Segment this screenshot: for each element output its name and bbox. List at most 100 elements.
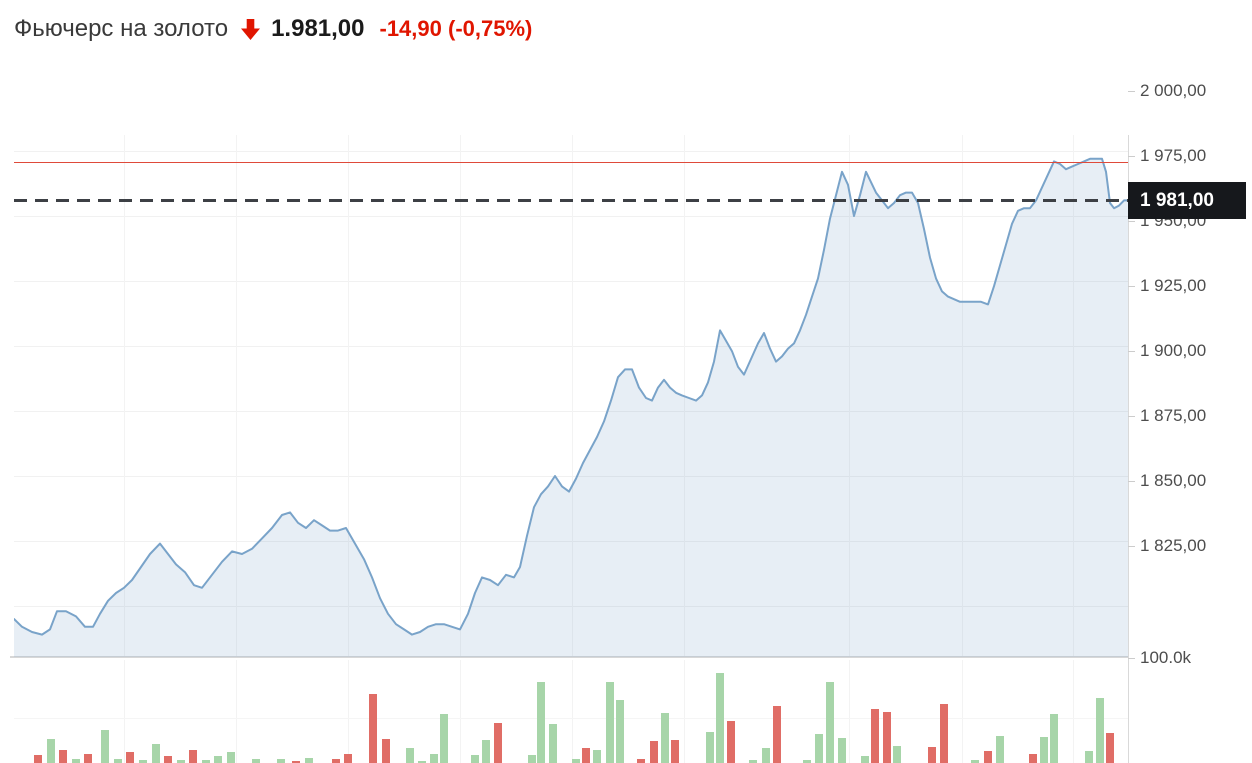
volume-bar-up bbox=[706, 732, 714, 763]
volume-bar-up bbox=[1085, 751, 1093, 763]
v-gridline bbox=[348, 135, 349, 657]
last-price-value: 1.981,00 bbox=[271, 15, 365, 42]
volume-bar-up bbox=[482, 740, 490, 763]
volume-bar-up bbox=[47, 739, 55, 763]
volume-bar-down bbox=[984, 751, 992, 763]
volume-bar-up bbox=[893, 746, 901, 763]
h-gridline bbox=[14, 541, 1128, 542]
h-gridline bbox=[14, 151, 1128, 152]
volume-bar-down bbox=[650, 741, 658, 763]
v-gridline bbox=[124, 660, 125, 763]
volume-bar-up bbox=[227, 752, 235, 763]
prev-close-line bbox=[14, 162, 1128, 163]
volume-bar-up bbox=[202, 760, 210, 763]
volume-bar-down bbox=[940, 704, 948, 763]
volume-bar-up bbox=[661, 713, 669, 763]
v-gridline bbox=[962, 660, 963, 763]
volume-bar-up bbox=[838, 738, 846, 763]
h-gridline bbox=[14, 476, 1128, 477]
h-gridline bbox=[14, 346, 1128, 347]
price-down-arrow-icon bbox=[241, 18, 261, 41]
volume-bar-up bbox=[114, 759, 122, 763]
volume-bar-up bbox=[803, 760, 811, 763]
volume-bar-down bbox=[494, 723, 502, 763]
volume-bar-up bbox=[861, 756, 869, 763]
volume-bar-down bbox=[59, 750, 67, 763]
volume-bar-up bbox=[1050, 714, 1058, 763]
last-price-badge: 1 981,00 bbox=[1128, 182, 1246, 219]
volume-axis-label: 100.0k bbox=[1140, 648, 1192, 667]
volume-bar-down bbox=[344, 754, 352, 763]
volume-bar-up bbox=[1096, 698, 1104, 763]
price-area-series bbox=[14, 157, 1128, 657]
volume-bar-up bbox=[971, 760, 979, 763]
volume-bar-down bbox=[773, 706, 781, 763]
price-panel bbox=[14, 135, 1128, 657]
volume-bar-down bbox=[126, 752, 134, 763]
price-axis-tick bbox=[1128, 156, 1135, 157]
volume-bar-up bbox=[177, 760, 185, 763]
volume-bar-up bbox=[418, 761, 426, 763]
volume-bar-down bbox=[1106, 733, 1114, 763]
price-line bbox=[14, 157, 1128, 636]
volume-bar-up bbox=[277, 759, 285, 763]
price-axis-tick bbox=[1128, 546, 1135, 547]
price-axis-label: 1 825,00 bbox=[1140, 536, 1207, 555]
volume-bar-down bbox=[332, 759, 340, 763]
volume-bar-up bbox=[101, 730, 109, 763]
price-axis-tick bbox=[1128, 286, 1135, 287]
volume-bar-down bbox=[34, 755, 42, 763]
panel-divider bbox=[10, 656, 1128, 658]
volume-bar-down bbox=[928, 747, 936, 763]
volume-bar-up bbox=[815, 734, 823, 763]
volume-bar-down bbox=[883, 712, 891, 763]
h-gridline bbox=[14, 606, 1128, 607]
volume-bar-down bbox=[369, 694, 377, 763]
volume-bar-down bbox=[637, 759, 645, 763]
volume-bar-down bbox=[164, 756, 172, 763]
volume-bar-down bbox=[189, 750, 197, 763]
volume-bar-up bbox=[537, 682, 545, 763]
v-gridline bbox=[124, 135, 125, 657]
volume-bar-up bbox=[716, 673, 724, 763]
v-gridline bbox=[849, 135, 850, 657]
v-gridline bbox=[849, 660, 850, 763]
price-axis-tick bbox=[1128, 416, 1135, 417]
volume-bar-down bbox=[871, 709, 879, 763]
area-fill bbox=[14, 158, 1128, 657]
volume-bar-up bbox=[826, 682, 834, 763]
v-gridline bbox=[684, 660, 685, 763]
volume-gridline bbox=[14, 718, 1128, 719]
chart-header: Фьючерс на золото 1.981,00 -14,90 (-0,75… bbox=[14, 10, 532, 48]
volume-bar-down bbox=[382, 739, 390, 763]
price-axis-label: 1 850,00 bbox=[1140, 471, 1207, 490]
price-axis-tick bbox=[1128, 91, 1135, 92]
volume-bar-up bbox=[430, 754, 438, 763]
volume-bar-up bbox=[749, 760, 757, 763]
last-price-badge-text: 1 981,00 bbox=[1140, 189, 1214, 211]
volume-bar-down bbox=[292, 761, 300, 763]
v-gridline bbox=[1073, 135, 1074, 657]
v-gridline bbox=[572, 660, 573, 763]
price-axis-label: 1 900,00 bbox=[1140, 341, 1207, 360]
volume-bar-up bbox=[471, 755, 479, 763]
instrument-title: Фьючерс на золото bbox=[14, 15, 229, 42]
volume-bar-down bbox=[1029, 754, 1037, 763]
volume-bar-up bbox=[549, 724, 557, 763]
volume-bar-down bbox=[582, 748, 590, 763]
volume-bar-up bbox=[762, 748, 770, 763]
chart-canvas[interactable]: Investıng.com 2 000,001 975,001 950,001 … bbox=[0, 60, 1252, 763]
volume-bar-down bbox=[727, 721, 735, 763]
volume-bar-up bbox=[606, 682, 614, 763]
volume-bar-up bbox=[305, 758, 313, 763]
volume-bar-up bbox=[996, 736, 1004, 763]
volume-bar-up bbox=[72, 759, 80, 763]
v-gridline bbox=[572, 135, 573, 657]
price-axis-label: 1 925,00 bbox=[1140, 276, 1207, 295]
y-axis-line bbox=[1128, 135, 1129, 763]
last-price-dashed-line bbox=[14, 199, 1128, 202]
volume-bar-up bbox=[616, 700, 624, 763]
price-change-value: -14,90 (-0,75%) bbox=[379, 16, 533, 41]
volume-bar-up bbox=[572, 759, 580, 763]
